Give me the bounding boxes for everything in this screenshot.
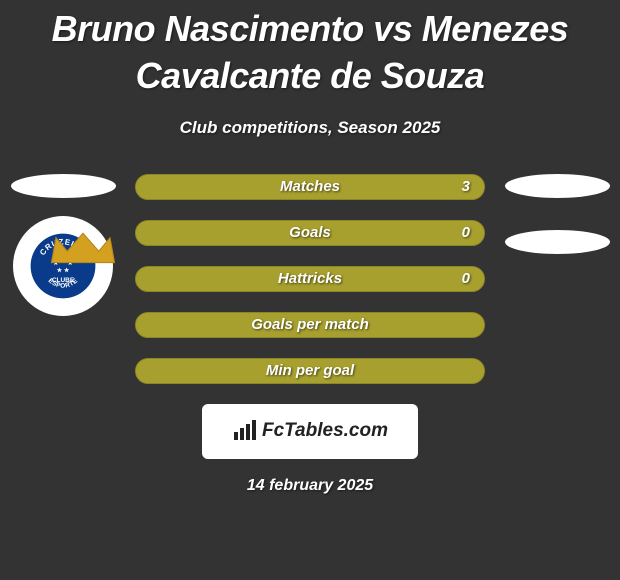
chart-bars-icon (232, 420, 258, 442)
page-subtitle: Club competitions, Season 2025 (0, 118, 620, 138)
stat-bar: Matches3 (135, 174, 485, 200)
stat-bar-label: Hattricks (136, 267, 484, 291)
stat-bar-value: 3 (462, 175, 470, 199)
left-column: CRUZEIRO ESPORTE CLUBE (8, 174, 118, 316)
left-team-crest: CRUZEIRO ESPORTE CLUBE (13, 216, 113, 316)
comparison-container: CRUZEIRO ESPORTE CLUBE Matches3Goals0Hat… (0, 174, 620, 384)
stat-bar-label: Matches (136, 175, 484, 199)
stat-bar: Goals0 (135, 220, 485, 246)
right-ellipse-2 (505, 230, 610, 254)
stat-bar-label: Goals per match (136, 313, 484, 337)
stat-bar-label: Min per goal (136, 359, 484, 383)
right-column (502, 174, 612, 254)
site-logo-text: FcTables.com (262, 420, 388, 442)
crest-crown-icon (47, 213, 79, 229)
stat-bar: Hattricks0 (135, 266, 485, 292)
stat-bar-label: Goals (136, 221, 484, 245)
stat-bar: Min per goal (135, 358, 485, 384)
page-title: Bruno Nascimento vs Menezes Cavalcante d… (0, 0, 620, 100)
stat-bar: Goals per match (135, 312, 485, 338)
stat-bar-value: 0 (462, 221, 470, 245)
stat-bars: Matches3Goals0Hattricks0Goals per matchM… (135, 174, 485, 384)
right-ellipse-1 (505, 174, 610, 198)
left-ellipse (11, 174, 116, 198)
site-logo: FcTables.com (202, 404, 418, 459)
date-label: 14 february 2025 (0, 477, 620, 495)
stat-bar-value: 0 (462, 267, 470, 291)
